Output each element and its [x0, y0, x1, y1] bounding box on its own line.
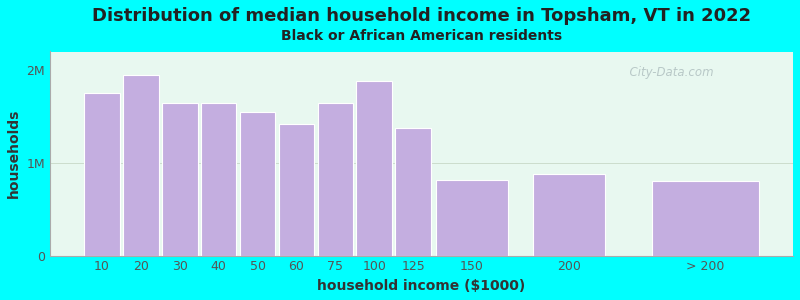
Bar [357, 81, 392, 256]
Bar [122, 75, 158, 256]
Y-axis label: households: households [7, 109, 21, 198]
Bar [395, 128, 431, 256]
Bar [162, 103, 198, 256]
Bar [534, 174, 605, 256]
Bar [239, 112, 275, 256]
Bar [652, 182, 759, 256]
Bar [201, 103, 237, 256]
Text: City-Data.com: City-Data.com [622, 66, 714, 79]
Text: Black or African American residents: Black or African American residents [281, 29, 562, 43]
Bar [84, 93, 120, 256]
Bar [278, 124, 314, 256]
Title: Distribution of median household income in Topsham, VT in 2022: Distribution of median household income … [92, 7, 751, 25]
X-axis label: household income ($1000): household income ($1000) [318, 279, 526, 293]
Bar [436, 180, 508, 256]
Bar [318, 103, 354, 256]
